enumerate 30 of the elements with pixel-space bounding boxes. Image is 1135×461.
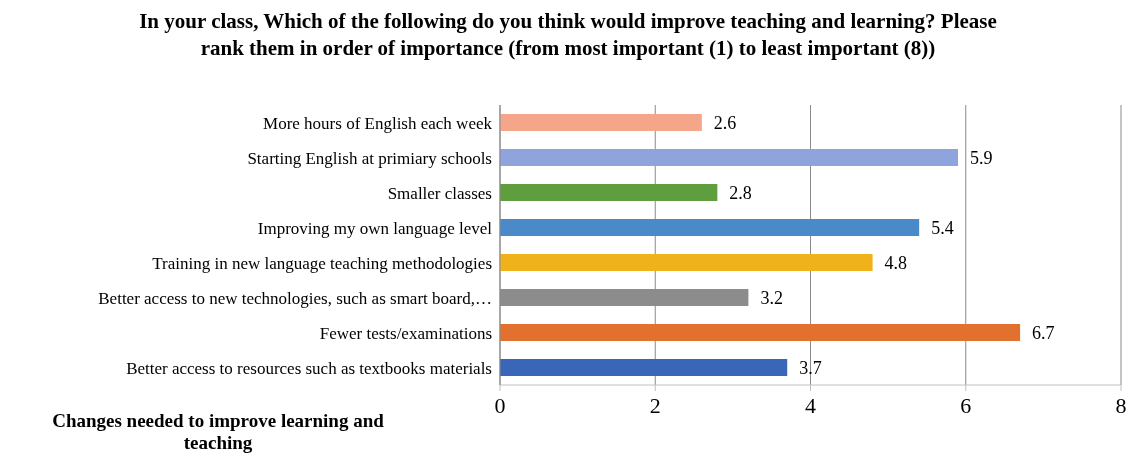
- y-tick-label: Fewer tests/examinations: [319, 323, 492, 343]
- data-label: 3.7: [799, 357, 822, 378]
- bar: [500, 149, 958, 166]
- x-tick-label: 4: [805, 392, 816, 418]
- data-label: 5.4: [931, 217, 954, 238]
- data-label: 6.7: [1032, 322, 1055, 343]
- bar: [500, 184, 718, 201]
- y-tick-label: Starting English at primiary schools: [247, 148, 492, 168]
- bar: [500, 254, 873, 271]
- y-axis-title: Changes needed to improve learning and teaching: [51, 410, 385, 454]
- x-tick-label: 8: [1115, 392, 1127, 418]
- x-tick-label: 0: [494, 392, 506, 418]
- bar: [500, 114, 702, 131]
- data-label: 2.6: [713, 112, 737, 133]
- x-tick-label: 6: [960, 392, 972, 418]
- data-label: 5.9: [969, 147, 993, 168]
- y-tick-label: Better access to new technologies, such as smart board,…: [98, 288, 492, 308]
- bar: [500, 219, 920, 236]
- chart-title: In your class, Which of the following do you think would improve teaching and learning? Please rank them in order of importance (from most important (1) to least important (8)): [138, 8, 998, 62]
- data-label: 2.8: [729, 182, 752, 203]
- data-label: 4.8: [884, 252, 908, 273]
- bar: [500, 324, 1021, 341]
- y-tick-label: Smaller classes: [387, 183, 492, 203]
- y-tick-label: Training in new language teaching methodologies: [152, 253, 492, 273]
- bar: [500, 359, 788, 376]
- y-tick-label: Improving my own language level: [257, 218, 493, 238]
- y-tick-label: More hours of English each week: [263, 113, 493, 133]
- y-tick-label: Better access to resources such as textbooks materials: [126, 358, 492, 378]
- data-label: 3.2: [760, 287, 783, 308]
- x-tick-label: 2: [649, 392, 661, 418]
